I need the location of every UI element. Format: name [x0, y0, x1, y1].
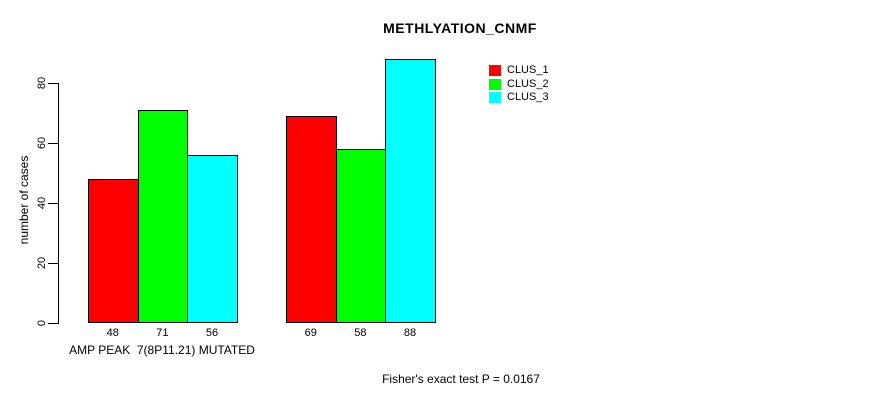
bar-clus_2-group1 — [137, 110, 189, 323]
bar-clus_2-group2 — [335, 149, 387, 323]
legend-label-clus_2: CLUS_2 — [507, 77, 549, 90]
bar-value-label-clus_3-group1: 56 — [205, 327, 219, 339]
bar-clus_3-group2 — [385, 59, 436, 323]
legend-item-clus_1: CLUS_1 — [489, 65, 549, 77]
bar-clus_1-group1 — [88, 179, 139, 323]
legend-label-clus_1: CLUS_1 — [507, 64, 549, 77]
y-tick-label-60: 60 — [36, 136, 48, 150]
y-axis-line — [58, 83, 59, 324]
legend-item-clus_2: CLUS_2 — [489, 77, 549, 91]
y-tick-60 — [48, 143, 58, 144]
y-tick-20 — [48, 263, 58, 264]
y-tick-80 — [48, 83, 58, 84]
legend-label-clus_3: CLUS_3 — [507, 91, 549, 104]
y-axis-label: number of cases — [17, 155, 31, 245]
bar-value-label-clus_2-group1: 71 — [156, 327, 169, 339]
annotation-fishers-test: Fisher's exact test P = 0.0167 — [382, 372, 540, 386]
chart-title: METHLYATION_CNMF — [383, 20, 537, 36]
legend-item-clus_3: CLUS_3 — [489, 92, 549, 104]
bar-clus_1-group2 — [286, 116, 337, 323]
y-tick-label-40: 40 — [36, 196, 48, 210]
legend-swatch-clus_2 — [489, 78, 501, 90]
y-tick-label-0: 0 — [36, 319, 48, 327]
x-group-label: AMP PEAK 7(8P11.21) MUTATED — [69, 343, 255, 357]
y-tick-40 — [48, 203, 58, 204]
y-tick-label-80: 80 — [36, 76, 48, 90]
y-tick-label-20: 20 — [36, 256, 48, 270]
bar-clus_3-group1 — [187, 155, 238, 323]
legend-swatch-clus_1 — [489, 65, 501, 77]
bar-value-label-clus_2-group2: 58 — [354, 327, 367, 339]
legend: CLUS_1 CLUS_2 CLUS_3 — [489, 65, 549, 104]
y-tick-0 — [48, 323, 58, 324]
bar-value-label-clus_3-group2: 88 — [403, 327, 417, 339]
legend-swatch-clus_3 — [489, 92, 501, 104]
bar-value-label-clus_1-group1: 48 — [106, 327, 119, 339]
bar-value-label-clus_1-group2: 69 — [304, 327, 317, 339]
